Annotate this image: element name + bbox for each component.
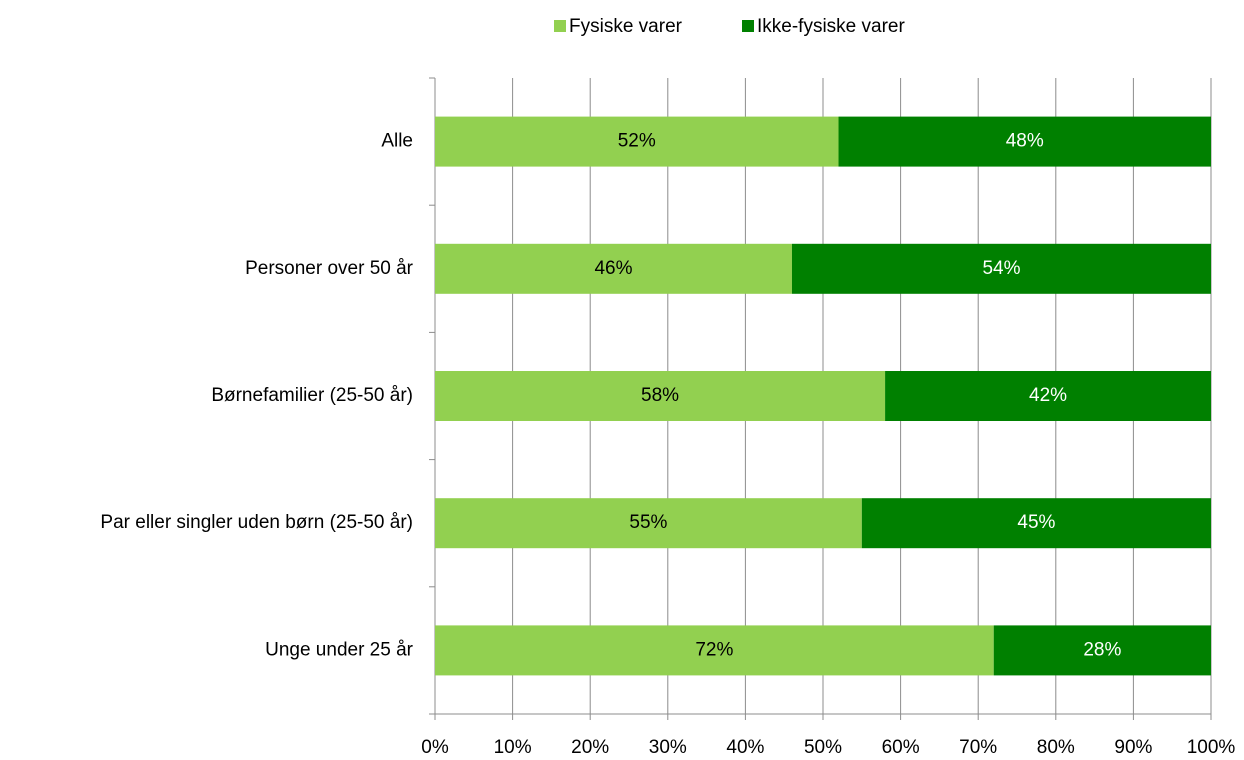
x-tick-label: 60% — [882, 737, 920, 758]
bar-segment — [435, 243, 792, 294]
data-label: 54% — [982, 258, 1020, 279]
x-tick-label: 80% — [1037, 737, 1075, 758]
legend-swatch — [742, 20, 754, 32]
x-tick-label: 40% — [726, 737, 764, 758]
data-label: 46% — [594, 258, 632, 279]
x-tick-label: 10% — [494, 737, 532, 758]
y-tick-label: Personer over 50 år — [245, 258, 414, 279]
x-tick-label: 0% — [421, 737, 449, 758]
x-tick-label: 70% — [959, 737, 997, 758]
x-tick-label: 30% — [649, 737, 687, 758]
x-tick-label: 50% — [804, 737, 842, 758]
bar-segment — [885, 371, 1211, 421]
x-tick-label: 20% — [571, 737, 609, 758]
bar-segment — [435, 116, 839, 167]
bar-segment — [435, 371, 886, 421]
y-tick-label: Alle — [381, 131, 413, 152]
data-label: 55% — [629, 512, 667, 533]
x-tick-label: 100% — [1187, 737, 1236, 758]
y-tick-label: Unge under 25 år — [265, 639, 414, 660]
bar-segment — [435, 498, 862, 549]
bar-segment — [838, 116, 1211, 167]
y-tick-label: Par eller singler uden børn (25-50 år) — [100, 512, 413, 533]
legend-label: Fysiske varer — [569, 16, 683, 37]
data-label: 58% — [641, 385, 679, 406]
bar-segment — [791, 243, 1211, 294]
bar-segment — [435, 625, 994, 676]
x-tick-label: 90% — [1114, 737, 1152, 758]
data-label: 48% — [1006, 131, 1044, 152]
data-label: 28% — [1083, 639, 1121, 660]
data-label: 45% — [1017, 512, 1055, 533]
data-label: 72% — [695, 639, 733, 660]
data-label: 42% — [1029, 385, 1067, 406]
legend-swatch — [554, 20, 566, 32]
y-tick-label: Børnefamilier (25-50 år) — [211, 385, 413, 406]
legend-label: Ikke-fysiske varer — [757, 16, 905, 37]
bar-segment — [993, 625, 1211, 676]
bar-segment — [861, 498, 1211, 549]
data-label: 52% — [618, 131, 656, 152]
